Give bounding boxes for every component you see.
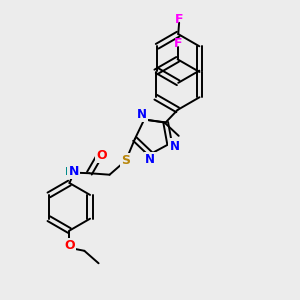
Text: F: F [175, 13, 183, 26]
Text: O: O [64, 239, 75, 252]
Text: F: F [173, 37, 182, 50]
Text: H: H [65, 167, 74, 177]
Text: O: O [96, 149, 106, 162]
Text: N: N [137, 108, 147, 121]
Text: N: N [69, 165, 79, 178]
Text: N: N [145, 153, 155, 166]
Text: N: N [169, 140, 179, 152]
Text: S: S [122, 154, 130, 167]
